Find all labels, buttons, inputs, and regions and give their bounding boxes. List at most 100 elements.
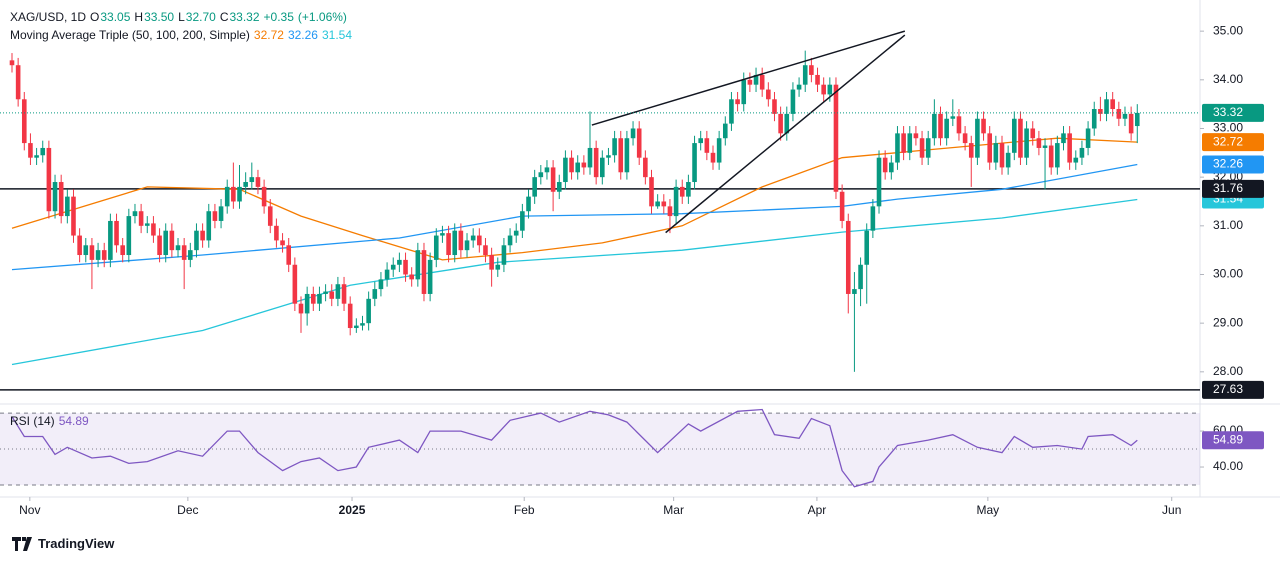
price-badge-label: 32.72 bbox=[1213, 134, 1243, 148]
candle-body bbox=[919, 138, 925, 158]
candle-body bbox=[1122, 113, 1128, 119]
candle-body bbox=[944, 118, 949, 139]
candle-body bbox=[975, 118, 980, 158]
candle-body bbox=[1134, 112, 1140, 127]
change-percent: (+1.06%) bbox=[297, 10, 347, 24]
candle-body bbox=[636, 128, 642, 158]
candle-body bbox=[864, 230, 870, 265]
candle-body bbox=[341, 284, 347, 304]
candle-body bbox=[932, 113, 937, 139]
candle-body bbox=[335, 284, 341, 299]
candle-body bbox=[581, 162, 587, 168]
candle-body bbox=[741, 79, 747, 105]
candle-body bbox=[600, 157, 605, 178]
candle-body bbox=[796, 84, 802, 90]
candle-body bbox=[673, 186, 679, 217]
candle-body bbox=[440, 233, 445, 236]
candle-body bbox=[895, 133, 900, 163]
candle-body bbox=[501, 245, 507, 265]
candle-body bbox=[692, 143, 697, 183]
candle-body bbox=[421, 250, 427, 294]
candle-body bbox=[40, 147, 46, 156]
candle-body bbox=[747, 79, 753, 85]
candle-body bbox=[993, 143, 999, 163]
x-tick-label: Dec bbox=[177, 503, 198, 517]
candle-body bbox=[15, 65, 21, 100]
candle-body bbox=[759, 74, 765, 90]
x-tick-label: Apr bbox=[808, 503, 827, 517]
candle-body bbox=[962, 133, 968, 144]
x-tick-label: Mar bbox=[663, 503, 684, 517]
candle-body bbox=[200, 230, 205, 241]
candle-body bbox=[28, 143, 33, 158]
candle-body bbox=[292, 264, 298, 304]
candle-body bbox=[766, 89, 771, 100]
brand-logo bbox=[12, 536, 32, 551]
symbol: XAG/USD, 1D bbox=[10, 10, 87, 24]
candle-body bbox=[483, 245, 488, 256]
quote-value: 33.05 bbox=[100, 10, 131, 24]
candle-body bbox=[753, 74, 759, 85]
ma-line: Moving Average Triple (50, 100, 200, Sim… bbox=[10, 28, 356, 42]
candle-body bbox=[1042, 145, 1048, 148]
candle-body bbox=[538, 172, 544, 178]
candle-body bbox=[950, 116, 956, 119]
price-badge bbox=[1202, 380, 1264, 399]
candle-body bbox=[1098, 109, 1103, 114]
candle-body bbox=[1128, 113, 1134, 134]
candle-body bbox=[544, 167, 550, 173]
moving-average-line bbox=[11, 198, 1138, 366]
candle-body bbox=[556, 182, 562, 192]
candle-body bbox=[802, 65, 808, 85]
main-legend: XAG/USD, 1D O33.05 H33.50 L32.70 C33.32 +0.35… bbox=[10, 10, 356, 42]
candle-body bbox=[870, 206, 876, 231]
candle-body bbox=[120, 245, 125, 256]
candle-body bbox=[21, 99, 27, 144]
candle-body bbox=[163, 230, 169, 256]
candle-body bbox=[968, 143, 974, 158]
candle-body bbox=[882, 157, 888, 173]
candle-body bbox=[384, 269, 390, 280]
candle-body bbox=[157, 235, 162, 256]
candle-body bbox=[243, 182, 248, 187]
ma-value: 31.54 bbox=[321, 28, 353, 42]
candle-body bbox=[513, 230, 519, 236]
candle-body bbox=[495, 264, 501, 270]
candle-body bbox=[249, 177, 255, 183]
candle-body bbox=[9, 60, 15, 66]
candle-body bbox=[224, 186, 230, 207]
candle-body bbox=[34, 155, 39, 158]
candle-body bbox=[372, 289, 378, 299]
change: +0.35 bbox=[263, 10, 294, 24]
quote-value: 32.70 bbox=[185, 10, 216, 24]
candle-body bbox=[550, 167, 556, 192]
candle-body bbox=[452, 230, 458, 256]
candle-body bbox=[845, 220, 851, 294]
candle-body bbox=[1085, 128, 1091, 148]
candle-body bbox=[661, 201, 667, 207]
candle-body bbox=[237, 186, 242, 202]
candle-body bbox=[1030, 128, 1036, 139]
candle-body bbox=[46, 147, 52, 212]
candle-body bbox=[778, 113, 783, 134]
rsi-line bbox=[11, 408, 1138, 488]
candle-body bbox=[925, 138, 931, 158]
candle-body bbox=[1116, 109, 1122, 119]
candle-body bbox=[329, 291, 335, 299]
candle-body bbox=[446, 233, 451, 256]
candle-body bbox=[310, 293, 316, 304]
candle-body bbox=[347, 303, 353, 329]
candle-body bbox=[218, 206, 224, 221]
candle-body bbox=[366, 298, 371, 324]
candle-body bbox=[1018, 118, 1023, 158]
candle-body bbox=[477, 235, 482, 246]
price-badge bbox=[1202, 103, 1264, 122]
candle-body bbox=[126, 216, 132, 256]
candle-body bbox=[1055, 143, 1060, 168]
candle-body bbox=[354, 325, 359, 329]
candle-body bbox=[827, 84, 833, 95]
candle-body bbox=[858, 264, 863, 290]
candle-body bbox=[839, 191, 845, 221]
candle-body bbox=[151, 223, 156, 236]
candle-body bbox=[1110, 99, 1115, 110]
